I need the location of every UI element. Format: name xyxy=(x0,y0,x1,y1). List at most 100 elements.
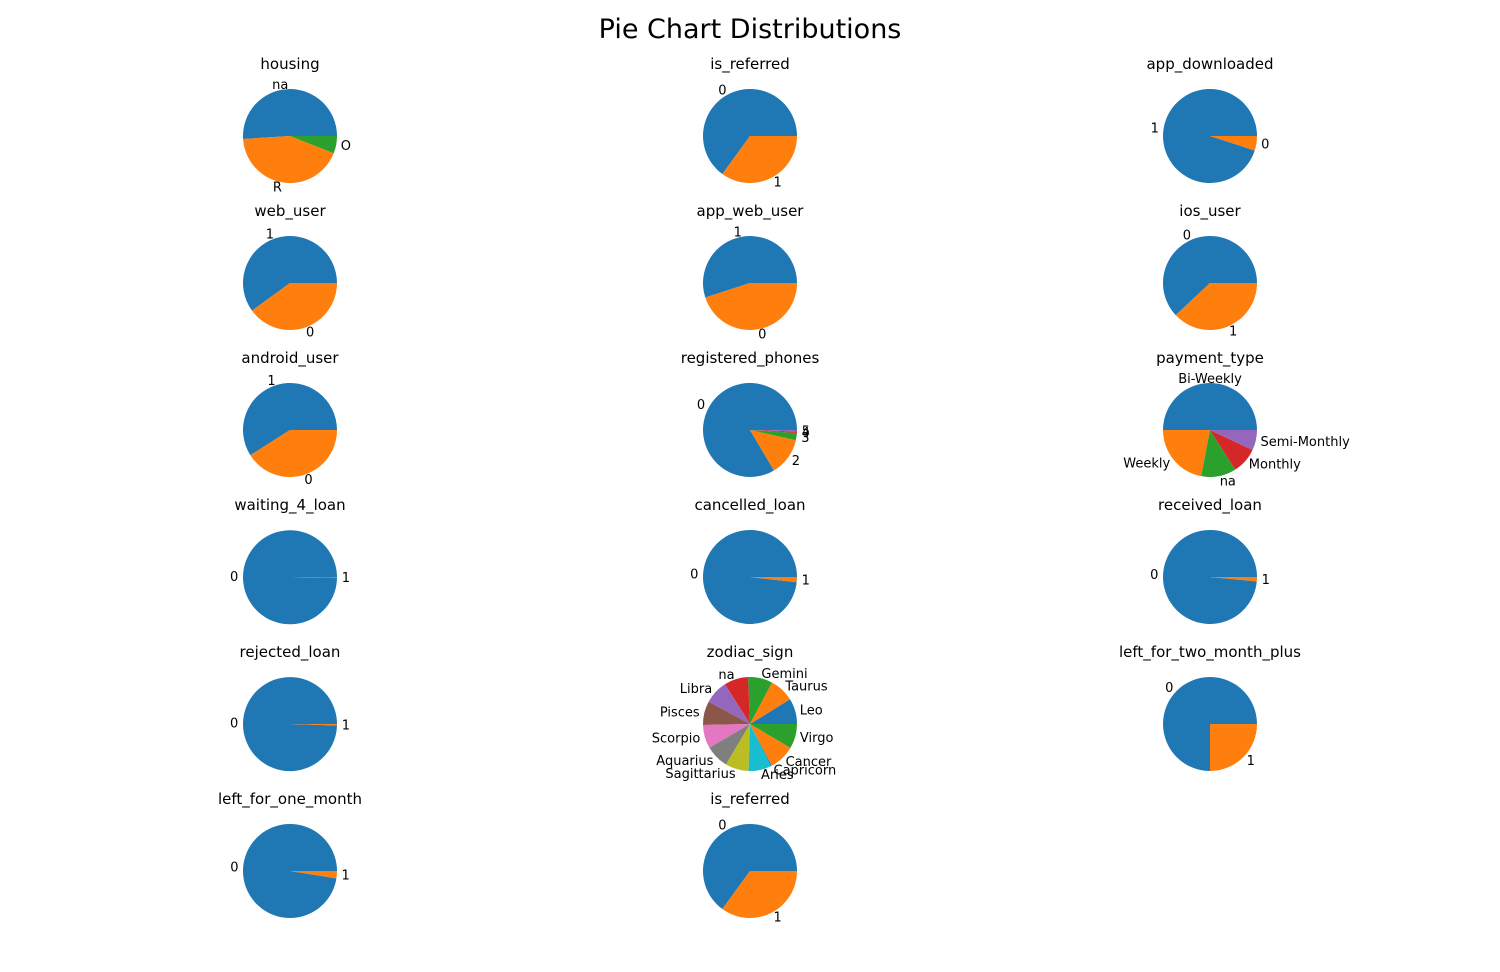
pie-slice-1 xyxy=(1163,88,1257,183)
pie-slice-1 xyxy=(243,382,337,456)
pie-label-aries: Aries xyxy=(761,768,794,783)
pie-label-weekly: Weekly xyxy=(1123,457,1170,472)
pie-slice-0 xyxy=(702,382,797,477)
pie-slice-1 xyxy=(243,235,337,311)
pie-label-0: 0 xyxy=(1165,681,1173,696)
pie-label-aquarius: Aquarius xyxy=(656,754,713,769)
pie-slice-aquarius xyxy=(709,724,750,765)
pie-label-1: 1 xyxy=(802,573,810,588)
pie-label-2: 2 xyxy=(792,454,800,469)
pie-slice-cancer xyxy=(750,724,791,766)
pie-label-r: R xyxy=(273,181,282,196)
pie-slice-taurus xyxy=(750,682,790,724)
pie-slice-5 xyxy=(750,430,798,432)
pie-slice-bi-weekly xyxy=(1163,383,1257,430)
pie-title: is_referred xyxy=(710,55,790,74)
pie-slice-na xyxy=(1201,430,1236,478)
pie-label-1: 1 xyxy=(342,571,350,586)
pie-title: zodiac_sign xyxy=(707,643,794,662)
pie-label-sagittarius: Sagittarius xyxy=(665,767,735,782)
pie-slice-0 xyxy=(705,283,797,330)
pie-label-0: 0 xyxy=(697,398,705,413)
pie-slice-0 xyxy=(1163,235,1257,316)
pie-slice-o xyxy=(290,136,337,154)
pie-slice-0 xyxy=(250,430,337,477)
pie-chart-ios-user-5: ios_user 0 1 xyxy=(1163,202,1257,340)
pie-slice-r xyxy=(243,136,334,184)
pie-label-1: 1 xyxy=(774,911,782,926)
pie-label-1: 1 xyxy=(1229,325,1237,340)
pie-label-0: 0 xyxy=(718,83,726,98)
pie-label-na: na xyxy=(1220,474,1236,489)
pie-slice-gemini xyxy=(748,677,772,724)
pie-slice-1 xyxy=(290,577,338,578)
pie-slice-2 xyxy=(750,430,796,471)
pie-title: waiting_4_loan xyxy=(234,496,345,515)
pie-label-monthly: Monthly xyxy=(1249,458,1301,473)
pie-title: web_user xyxy=(254,202,326,221)
pie-slice-0 xyxy=(1163,529,1257,624)
pie-slice-1 xyxy=(290,724,338,726)
pie-slice-4 xyxy=(750,430,797,433)
pie-slice-leo xyxy=(750,699,797,724)
pie-label-3: 3 xyxy=(801,431,809,446)
pie-slice-na xyxy=(243,89,337,139)
pie-slice-0 xyxy=(702,88,797,175)
pie-slice-1 xyxy=(703,235,797,298)
pie-slice-1 xyxy=(290,871,337,879)
pie-label-0: 0 xyxy=(230,717,238,732)
pie-label-o: O xyxy=(341,139,351,154)
pie-label-1: 1 xyxy=(342,869,350,884)
pie-slice-virgo xyxy=(750,724,797,748)
pie-slice-0 xyxy=(703,529,797,624)
pie-slice-libra xyxy=(708,684,750,724)
pie-label-1: 1 xyxy=(1262,573,1270,588)
pie-title: left_for_two_month_plus xyxy=(1119,643,1301,662)
pie-slice-3 xyxy=(750,430,797,441)
pie-label-1: 1 xyxy=(734,225,742,240)
pie-label-0: 0 xyxy=(690,568,698,583)
pie-title: cancelled_loan xyxy=(694,496,805,515)
pie-chart-is-referred-1: is_referred 0 1 xyxy=(702,55,797,191)
pie-label-1: 1 xyxy=(1247,754,1255,769)
pie-label-0: 0 xyxy=(230,570,238,585)
pie-label-0: 0 xyxy=(1261,138,1269,153)
pie-label-1: 1 xyxy=(1151,121,1159,136)
pie-chart-housing-0: housing na R O xyxy=(243,55,351,196)
pie-chart-rejected-loan-12: rejected_loan 0 1 xyxy=(230,643,350,772)
suptitle: Pie Chart Distributions xyxy=(598,14,902,45)
pie-label-libra: Libra xyxy=(680,682,712,697)
pie-chart-payment-type-8: payment_type Bi-Weekly Weekly na Monthly Semi… xyxy=(1123,349,1350,489)
pie-slice-0 xyxy=(243,677,337,772)
pie-title: ios_user xyxy=(1179,202,1241,221)
pie-slice-1 xyxy=(1175,283,1257,330)
pie-slice-sagittarius xyxy=(726,724,750,771)
pie-title: registered_phones xyxy=(681,349,820,368)
pie-chart-app-downloaded-2: app_downloaded 1 0 xyxy=(1146,55,1274,183)
pie-chart-is-referred-16: is_referred 0 1 xyxy=(703,790,797,926)
pie-label-0: 0 xyxy=(1183,228,1191,243)
pie-chart-left-for-two-month-plus-14: left_for_two_month_plus 0 1 xyxy=(1119,643,1301,771)
pie-title: housing xyxy=(260,55,319,73)
pie-title: android_user xyxy=(241,349,339,368)
pie-title: left_for_one_month xyxy=(218,790,362,809)
pie-title: app_web_user xyxy=(697,202,805,221)
pie-label-gemini: Gemini xyxy=(761,667,807,682)
pie-slice-pisces xyxy=(702,701,750,725)
pie-label-0: 0 xyxy=(758,328,766,343)
pie-label-1: 1 xyxy=(266,227,274,242)
pie-label-bi-weekly: Bi-Weekly xyxy=(1178,372,1242,387)
pie-slice-scorpio xyxy=(703,724,750,748)
pie-label-capricorn: Capricorn xyxy=(774,764,837,779)
pie-label-0: 0 xyxy=(306,326,314,341)
pie-label-semi-monthly: Semi-Monthly xyxy=(1261,435,1351,450)
pie-label-na: na xyxy=(718,668,734,683)
pie-title: received_loan xyxy=(1158,496,1262,515)
pie-chart-waiting-4-loan-9: waiting_4_loan 0 1 xyxy=(230,496,350,625)
pie-label-0: 0 xyxy=(304,473,312,488)
pie-chart-left-for-one-month-15: left_for_one_month 0 1 xyxy=(218,790,362,918)
pie-slice-aries xyxy=(748,724,771,772)
pie-slice-0 xyxy=(703,823,797,910)
